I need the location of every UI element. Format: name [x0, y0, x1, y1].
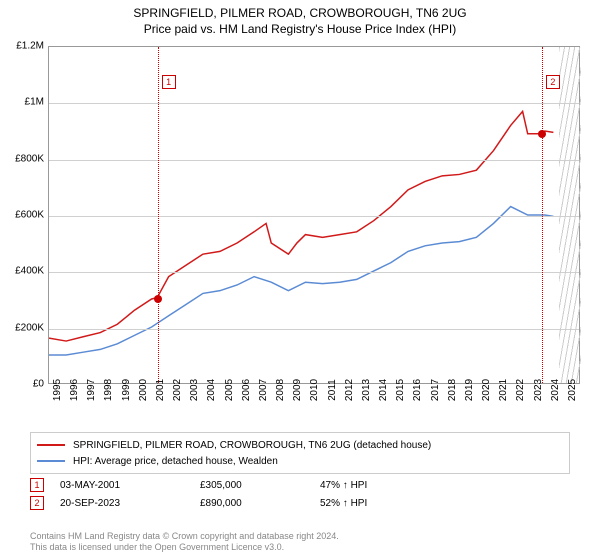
x-axis-label: 2012 [344, 379, 355, 401]
x-axis-label: 2010 [309, 379, 320, 401]
annotation-date: 03-MAY-2001 [60, 480, 200, 491]
legend-row: HPI: Average price, detached house, Weal… [37, 453, 563, 469]
y-axis-label: £1.2M [4, 41, 44, 52]
chart-svg [49, 47, 579, 383]
gridline [49, 216, 579, 217]
transaction-marker: 2 [546, 75, 560, 89]
gridline [49, 329, 579, 330]
x-axis-label: 2002 [172, 379, 183, 401]
x-axis-label: 2015 [395, 379, 406, 401]
annotation-date: 20-SEP-2023 [60, 498, 200, 509]
x-axis-label: 1995 [52, 379, 63, 401]
annotation-marker: 2 [30, 496, 44, 510]
legend-swatch [37, 460, 65, 462]
x-axis-label: 2016 [412, 379, 423, 401]
x-axis-label: 1997 [86, 379, 97, 401]
annotation-row: 2 20-SEP-2023£890,00052% ↑ HPI [30, 494, 420, 512]
legend-swatch [37, 444, 65, 446]
transaction-dot [538, 130, 546, 138]
x-axis-label: 2023 [533, 379, 544, 401]
x-axis-label: 2005 [224, 379, 235, 401]
transaction-line [158, 47, 159, 383]
transaction-dot [154, 295, 162, 303]
x-axis-label: 2001 [155, 379, 166, 401]
x-axis-label: 1999 [121, 379, 132, 401]
transaction-marker: 1 [162, 75, 176, 89]
x-axis-label: 2024 [550, 379, 561, 401]
plot-area: 12 [48, 46, 580, 384]
footer-line2: This data is licensed under the Open Gov… [30, 542, 339, 554]
gridline [49, 272, 579, 273]
chart-container: SPRINGFIELD, PILMER ROAD, CROWBOROUGH, T… [0, 0, 600, 560]
y-axis-label: £400K [4, 266, 44, 277]
x-axis-label: 2011 [327, 379, 338, 401]
title-line1: SPRINGFIELD, PILMER ROAD, CROWBOROUGH, T… [0, 6, 600, 20]
annotations-table: 1 03-MAY-2001£305,00047% ↑ HPI 2 20-SEP-202… [30, 476, 420, 512]
annotation-price: £305,000 [200, 480, 320, 491]
future-hatch [559, 47, 581, 383]
x-axis-label: 2019 [464, 379, 475, 401]
series-line-subject [49, 111, 553, 341]
annotation-row: 1 03-MAY-2001£305,00047% ↑ HPI [30, 476, 420, 494]
gridline [49, 160, 579, 161]
x-axis-label: 2007 [258, 379, 269, 401]
x-axis-label: 1996 [69, 379, 80, 401]
legend-row: SPRINGFIELD, PILMER ROAD, CROWBOROUGH, T… [37, 437, 563, 453]
x-axis-label: 2008 [275, 379, 286, 401]
x-axis-label: 2004 [206, 379, 217, 401]
x-axis-label: 2000 [138, 379, 149, 401]
y-axis-label: £800K [4, 153, 44, 164]
gridline [49, 103, 579, 104]
x-axis-label: 2025 [567, 379, 578, 401]
legend-label: HPI: Average price, detached house, Weal… [73, 456, 278, 467]
series-line-hpi [49, 207, 553, 355]
x-axis-label: 2013 [361, 379, 372, 401]
annotation-marker: 1 [30, 478, 44, 492]
x-axis-label: 2021 [498, 379, 509, 401]
x-axis-label: 2003 [189, 379, 200, 401]
titles: SPRINGFIELD, PILMER ROAD, CROWBOROUGH, T… [0, 0, 600, 36]
transaction-line [542, 47, 543, 383]
annotation-price: £890,000 [200, 498, 320, 509]
x-axis-label: 2006 [241, 379, 252, 401]
footer: Contains HM Land Registry data © Crown c… [30, 531, 339, 554]
annotation-pct: 52% ↑ HPI [320, 498, 420, 509]
x-axis-label: 2014 [378, 379, 389, 401]
x-axis-label: 2020 [481, 379, 492, 401]
y-axis-label: £200K [4, 322, 44, 333]
x-axis-label: 2022 [515, 379, 526, 401]
x-axis-label: 2017 [430, 379, 441, 401]
x-axis-label: 1998 [103, 379, 114, 401]
footer-line1: Contains HM Land Registry data © Crown c… [30, 531, 339, 543]
x-axis-label: 2009 [292, 379, 303, 401]
annotation-pct: 47% ↑ HPI [320, 480, 420, 491]
title-line2: Price paid vs. HM Land Registry's House … [0, 22, 600, 36]
y-axis-label: £0 [4, 379, 44, 390]
x-axis-label: 2018 [447, 379, 458, 401]
legend-label: SPRINGFIELD, PILMER ROAD, CROWBOROUGH, T… [73, 440, 431, 451]
y-axis-label: £1M [4, 97, 44, 108]
legend: SPRINGFIELD, PILMER ROAD, CROWBOROUGH, T… [30, 432, 570, 474]
y-axis-label: £600K [4, 210, 44, 221]
